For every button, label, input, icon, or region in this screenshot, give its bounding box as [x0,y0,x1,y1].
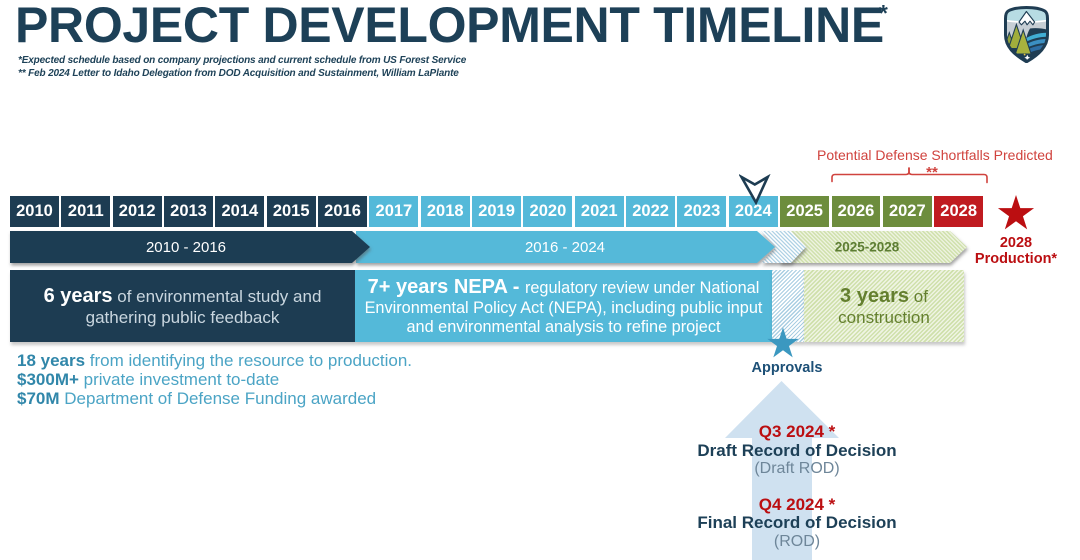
svg-text:2016 - 2024: 2016 - 2024 [525,239,605,256]
svg-text:**: ** [926,164,938,181]
svg-text:2010 - 2016: 2010 - 2016 [146,239,226,256]
svg-text:2025-2028: 2025-2028 [835,240,900,255]
